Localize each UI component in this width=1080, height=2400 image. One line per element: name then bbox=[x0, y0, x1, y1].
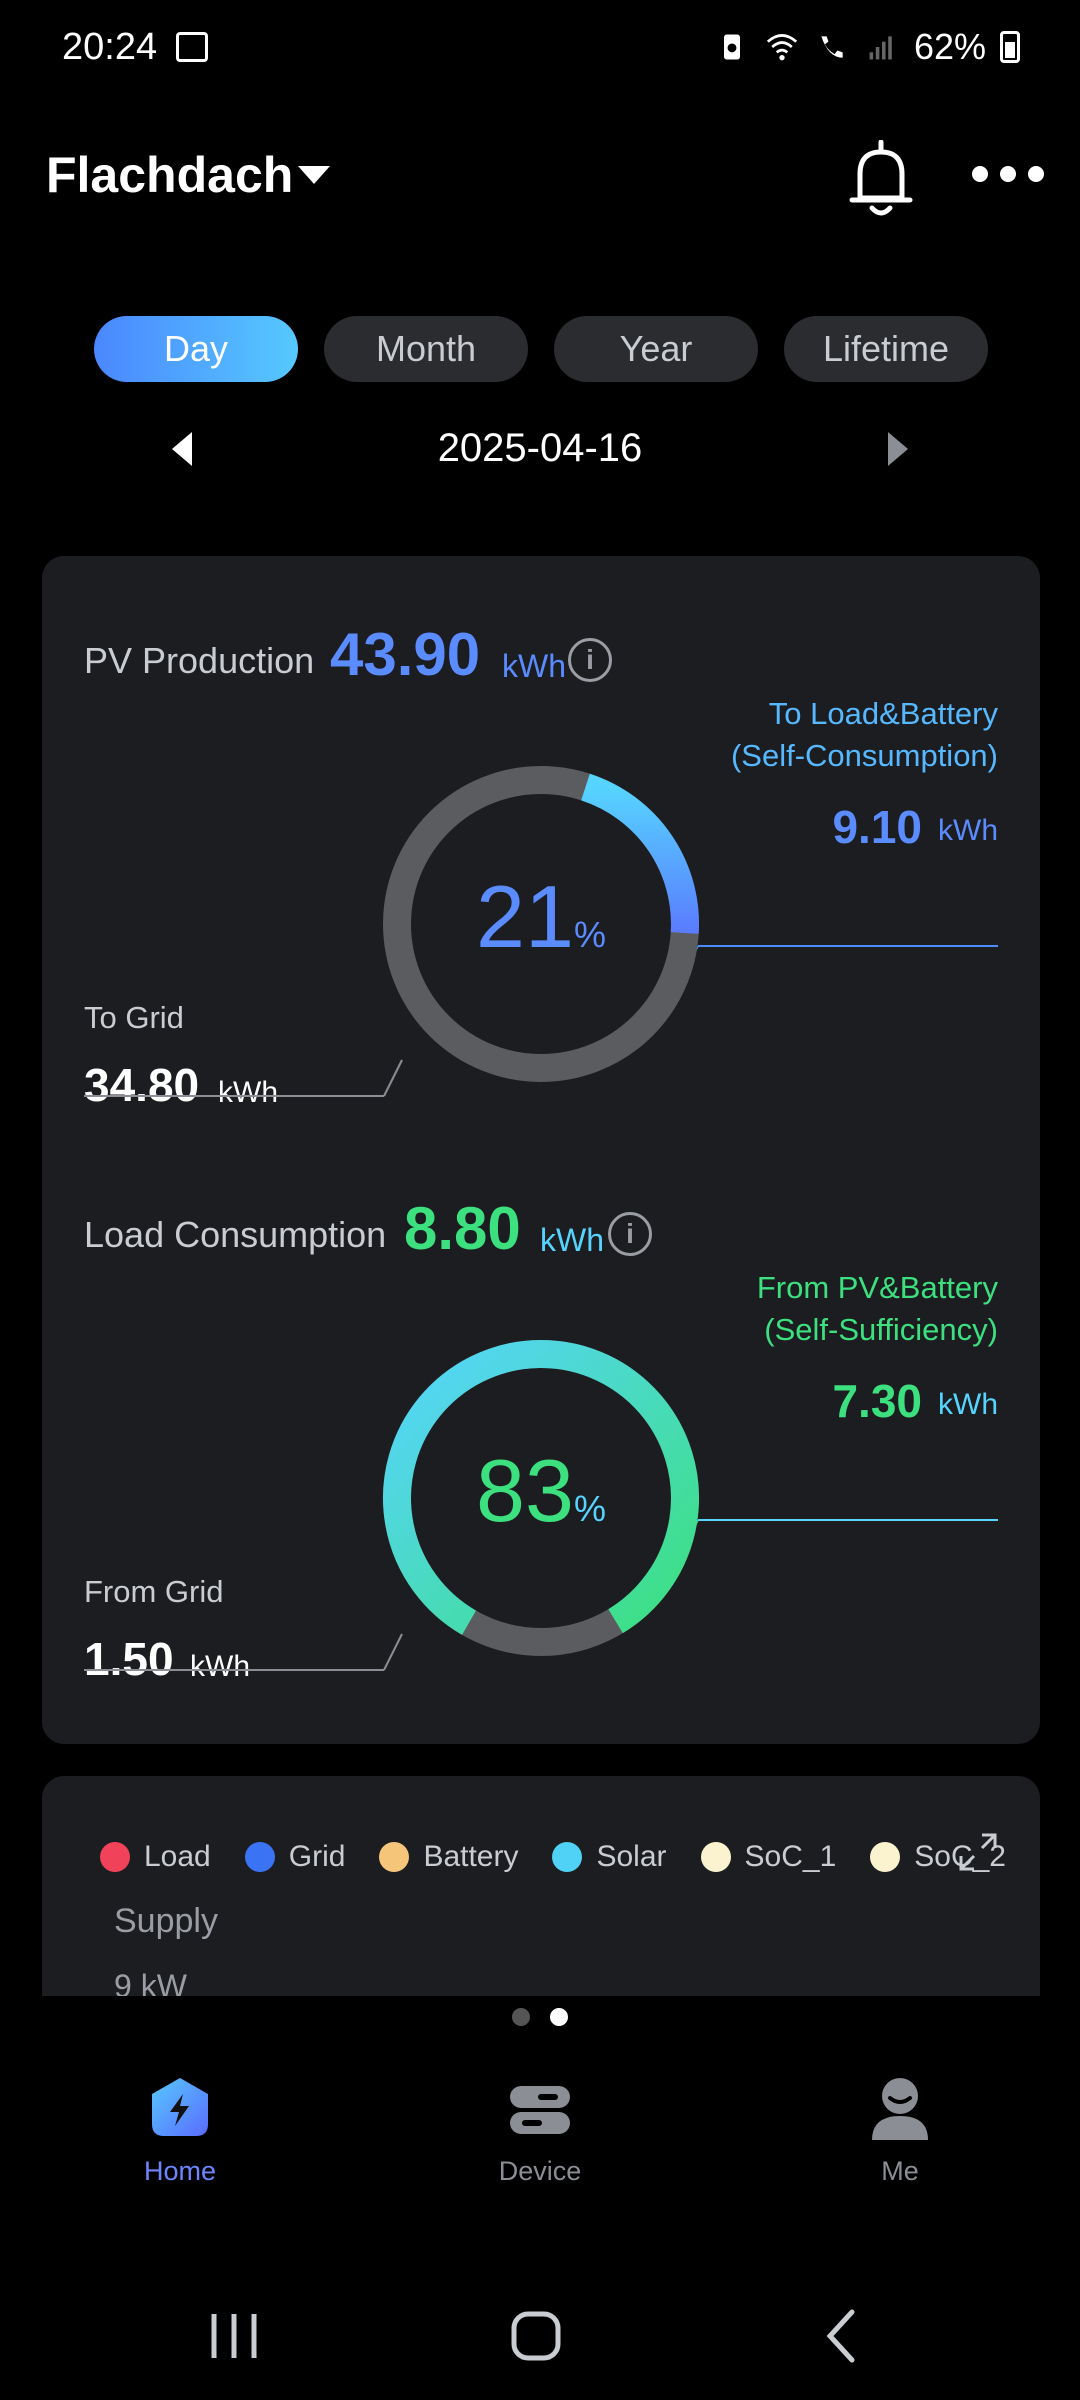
nav-device[interactable]: Device bbox=[440, 2060, 640, 2187]
nav-device-label: Device bbox=[498, 2156, 582, 2186]
tab-month[interactable]: Month bbox=[324, 316, 528, 382]
home-bolt-icon bbox=[152, 2078, 208, 2136]
site-selector[interactable]: Flachdach bbox=[46, 147, 294, 203]
tab-day[interactable]: Day bbox=[94, 316, 298, 382]
legend-item-grid[interactable]: Grid bbox=[244, 1840, 346, 1874]
to-grid-unit: kWh bbox=[218, 1076, 278, 1109]
nav-home[interactable]: Home bbox=[80, 2060, 280, 2187]
from-grid-label: From Grid bbox=[84, 1574, 224, 1609]
pv-production-unit: kWh bbox=[502, 648, 566, 684]
nav-me-label: Me bbox=[881, 2156, 919, 2186]
legend-dot-grid bbox=[244, 1842, 275, 1872]
pv-ring-chart bbox=[84, 766, 998, 1097]
to-grid-label: To Grid bbox=[84, 1000, 184, 1035]
nav-home-label: Home bbox=[143, 2156, 217, 2186]
current-date[interactable]: 2025-04-16 bbox=[437, 426, 643, 470]
power-chart-card[interactable]: Load Grid Battery Solar SoC_1 SoC_2 Supp… bbox=[42, 1776, 1040, 1996]
nav-me[interactable]: Me bbox=[800, 2060, 1000, 2187]
legend-label: Battery bbox=[423, 1840, 519, 1873]
load-self-sufficiency-percent: 83% bbox=[391, 1440, 691, 1542]
legend-item-load[interactable]: Load bbox=[100, 1840, 211, 1874]
caret-down-icon[interactable] bbox=[298, 166, 330, 184]
status-time: 20:24 bbox=[62, 26, 158, 68]
legend-dot-soc2 bbox=[870, 1842, 901, 1872]
status-icons: 62% bbox=[714, 26, 1020, 68]
pv-grid-leader-line bbox=[383, 1059, 403, 1097]
self-consumption-label-line1: To Load&Battery bbox=[768, 696, 998, 731]
back-icon[interactable] bbox=[826, 2309, 855, 2363]
battery-percent: 62% bbox=[913, 26, 986, 67]
wifi-icon bbox=[766, 34, 798, 61]
signal-icon bbox=[869, 36, 892, 60]
legend-dot-soc1 bbox=[700, 1842, 731, 1872]
next-date-icon[interactable] bbox=[888, 432, 908, 466]
self-consumption-unit: kWh bbox=[938, 814, 998, 847]
self-sufficiency-value: 7.30 bbox=[832, 1375, 922, 1427]
bottom-navigation: Home Device Me bbox=[0, 2060, 1080, 2220]
load-percent-sign: % bbox=[573, 1488, 606, 1529]
device-icon bbox=[510, 2086, 570, 2134]
self-sufficiency-label-line1: From PV&Battery bbox=[756, 1270, 998, 1305]
top-bar: Flachdach bbox=[0, 130, 1080, 220]
bell-icon[interactable] bbox=[846, 140, 916, 218]
status-bar: 20:24 62% bbox=[0, 0, 1080, 100]
self-consumption-label-line2: (Self-Consumption) bbox=[730, 738, 998, 773]
legend-dot-solar bbox=[552, 1842, 583, 1872]
load-consumption-unit: kWh bbox=[540, 1222, 604, 1258]
user-icon bbox=[872, 2078, 928, 2140]
period-tabs: Day Month Year Lifetime bbox=[94, 316, 988, 382]
legend-label: Load bbox=[144, 1840, 211, 1873]
legend-item-soc1[interactable]: SoC_1 bbox=[700, 1840, 837, 1874]
chart-legend: Load Grid Battery Solar SoC_1 SoC_2 bbox=[100, 1840, 1040, 1874]
self-consumption-value: 9.10 bbox=[832, 801, 922, 853]
gallery-notification-icon bbox=[176, 32, 208, 62]
to-grid-value: 34.80 bbox=[84, 1059, 200, 1111]
page-dot-2[interactable] bbox=[550, 2008, 568, 2026]
from-grid-value: 1.50 bbox=[84, 1633, 174, 1685]
tab-year[interactable]: Year bbox=[554, 316, 758, 382]
recent-apps-icon[interactable] bbox=[211, 2314, 257, 2358]
load-percent-value: 83 bbox=[476, 1441, 574, 1540]
load-ring-chart bbox=[84, 1340, 998, 1671]
more-options-icon[interactable] bbox=[968, 162, 1048, 186]
legend-dot-load bbox=[100, 1842, 130, 1872]
pv-percent-sign: % bbox=[573, 914, 606, 955]
tab-lifetime[interactable]: Lifetime bbox=[784, 316, 988, 382]
legend-label: Solar bbox=[596, 1840, 667, 1873]
battery-icon bbox=[1000, 31, 1020, 63]
pv-info-icon[interactable]: i bbox=[568, 638, 612, 682]
date-navigator: 2025-04-16 bbox=[0, 420, 1080, 480]
pv-self-consumption-percent: 21% bbox=[391, 866, 691, 968]
energy-summary-card: PV Production 43.90 kWh i To Load&Batter… bbox=[42, 556, 1040, 1744]
page-indicator bbox=[0, 2004, 1080, 2028]
from-grid-unit: kWh bbox=[190, 1650, 250, 1683]
expand-icon[interactable] bbox=[958, 1832, 998, 1872]
load-consumption-label: Load Consumption bbox=[84, 1214, 387, 1255]
chart-y-tick: 9 kW bbox=[114, 1968, 187, 1996]
legend-label: Grid bbox=[288, 1840, 346, 1873]
pv-production-value: 43.90 bbox=[330, 621, 481, 688]
legend-item-battery[interactable]: Battery bbox=[379, 1840, 518, 1874]
legend-dot-battery bbox=[379, 1842, 410, 1872]
wifi-call-icon bbox=[821, 36, 843, 58]
pv-percent-value: 21 bbox=[476, 867, 574, 966]
legend-label: SoC_1 bbox=[744, 1840, 837, 1873]
home-button-icon[interactable] bbox=[511, 2311, 561, 2361]
load-info-icon[interactable]: i bbox=[608, 1212, 652, 1256]
load-grid-leader-line bbox=[383, 1633, 403, 1671]
pv-production-label: PV Production bbox=[84, 640, 315, 681]
legend-item-solar[interactable]: Solar bbox=[552, 1840, 667, 1874]
load-ring-arc bbox=[383, 1340, 699, 1635]
load-consumption-value: 8.80 bbox=[404, 1195, 521, 1262]
recycle-battery-icon bbox=[723, 34, 740, 60]
previous-date-icon[interactable] bbox=[172, 432, 192, 466]
pv-ring-arc bbox=[580, 773, 699, 934]
self-sufficiency-label-line2: (Self-Sufficiency) bbox=[764, 1312, 998, 1347]
chart-title: Supply bbox=[114, 1902, 218, 1940]
system-navigation-bar bbox=[211, 2309, 855, 2363]
self-sufficiency-unit: kWh bbox=[938, 1388, 998, 1421]
page-dot-1[interactable] bbox=[512, 2008, 530, 2026]
